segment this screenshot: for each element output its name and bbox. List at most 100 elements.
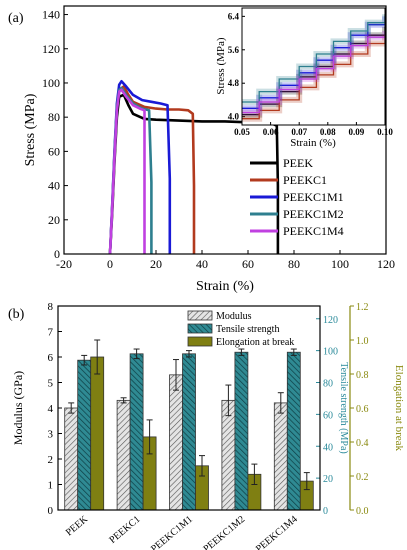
stress-strain-y-tick-label: 120: [42, 42, 60, 56]
legend-label-tensile: Tensile strength: [216, 324, 279, 335]
stress-strain-y-tick-label: 20: [48, 213, 60, 227]
stress-strain-x-tick-label: 40: [196, 257, 208, 271]
property-plot-frame: [57, 305, 321, 511]
inset-x-tick-label: 0.06: [263, 127, 279, 137]
inset-x-tick-label: 0.09: [349, 127, 365, 137]
legend-swatch-tensile: [187, 323, 213, 334]
elongation-tick-label: 0.8: [356, 370, 369, 381]
legend-label-peekc1m4: PEEKC1M4: [283, 224, 344, 238]
tensile-tick-label: 40: [323, 442, 333, 453]
modulus-tick-label: 8: [48, 301, 54, 313]
legend-label-peek: PEEK: [283, 156, 313, 170]
tensile-tick-label: 100: [323, 347, 338, 358]
category-label: PEEKC1M1: [149, 514, 195, 550]
modulus-tick-label: 0: [48, 505, 54, 517]
modulus-bar: [221, 399, 236, 511]
inset-curve-peekc1m2: [242, 14, 385, 103]
elongation-axis-label: Elongation at break: [393, 365, 405, 452]
inset-y-tick-label: 5.6: [228, 45, 240, 55]
stress-strain-x-tick-label: 120: [377, 257, 395, 271]
inset-y-label: Stress (MPa): [215, 37, 227, 94]
inset-y-tick-label: 4.8: [228, 78, 240, 88]
inset-x-label: Strain (%): [290, 137, 336, 149]
stress-strain-y-tick-label: 40: [48, 179, 60, 193]
stress-strain-x-tick-label: 100: [331, 257, 349, 271]
inset-x-tick-label: 0.05: [234, 127, 250, 137]
tensile-bar: [234, 351, 249, 511]
category-label: PEEKC1M4: [254, 514, 300, 550]
inset-x-tick-label: 0.10: [377, 127, 393, 137]
elongation-tick-label: 1.0: [356, 336, 369, 347]
elongation-tick-label: 0.0: [356, 506, 369, 517]
stress-strain-y-tick-label: 100: [42, 76, 60, 90]
stress-strain-legend: PEEK PEEKC1 PEEKC1M1 PEEKC1M2 PEEKC1M4: [250, 156, 344, 238]
panel-a-label: (a): [8, 11, 24, 26]
tensile-axis-label: Tensile strength (MPa): [338, 362, 349, 454]
modulus-tick-label: 7: [48, 327, 54, 339]
category-label: PEEK: [64, 513, 91, 538]
modulus-bar: [169, 374, 183, 511]
tensile-bar: [182, 353, 196, 511]
stress-strain-y-tick-label: 80: [48, 110, 60, 124]
tensile-tick-label: 120: [323, 315, 338, 326]
modulus-axis-label: Modulus (GPa): [11, 371, 25, 445]
modulus-bar: [273, 402, 288, 511]
tensile-tick-label: 0: [323, 506, 328, 517]
inset-curve-peekc1m4: [242, 31, 385, 114]
stress-strain-curve-peekc1m4: [108, 88, 146, 254]
modulus-tick-label: 6: [48, 352, 54, 364]
stress-strain-x-tick-label: -20: [56, 257, 72, 271]
legend-label-modulus: Modulus: [216, 311, 252, 322]
legend-label-peekc1m2: PEEKC1M2: [283, 207, 344, 221]
inset-x-tick-label: 0.08: [320, 127, 336, 137]
stress-strain-y-tick-label: 60: [48, 144, 60, 158]
modulus-tick-label: 3: [48, 429, 54, 441]
tensile-bar: [77, 359, 92, 511]
modulus-tick-label: 1: [48, 480, 54, 492]
property-category-labels: PEEK PEEKC1 PEEKC1M1 PEEKC1M2 PEEKC1M4: [64, 513, 300, 550]
tensile-tick-label: 80: [323, 379, 333, 390]
modulus-bar: [116, 399, 131, 511]
stress-strain-x-label: Strain (%): [196, 279, 254, 294]
modulus-tick-label: 4: [48, 403, 54, 415]
stress-strain-x-tick-label: 20: [150, 257, 162, 271]
elongation-tick-label: 0.4: [356, 438, 369, 449]
category-label: PEEKC1M2: [202, 514, 248, 550]
property-axis-ticks: 0123456780204060801001200.00.20.40.60.81…: [48, 301, 369, 517]
property-bar-chart: 0123456780204060801001200.00.20.40.60.81…: [11, 301, 405, 550]
tensile-tick-label: 20: [323, 474, 333, 485]
inset-x-tick-label: 0.07: [291, 127, 307, 137]
stress-strain-y-tick-label: 0: [54, 247, 60, 261]
tensile-bar: [129, 353, 144, 511]
panel-b-label: (b): [8, 307, 25, 322]
inset-curves: [242, 14, 385, 122]
inset-y-tick-label: 6.4: [228, 11, 240, 21]
inset-axis-ticks: 0.05 0.06 0.07 0.08 0.09 0.10 4.0 4.8 5.6 6.4: [228, 11, 394, 137]
legend-label-peekc1m1: PEEKC1M1: [283, 190, 344, 204]
modulus-tick-label: 5: [48, 378, 54, 390]
category-label: PEEKC1: [107, 514, 142, 546]
legend-swatch-elongation: [187, 336, 213, 347]
stress-strain-y-label: Stress (MPa): [23, 93, 38, 166]
legend-label-peekc1: PEEKC1: [283, 173, 327, 187]
property-bars: [64, 339, 314, 511]
elongation-tick-label: 1.2: [356, 302, 369, 313]
tensile-tick-label: 60: [323, 410, 333, 421]
modulus-bar: [64, 407, 79, 511]
inset-plot-frame: [241, 7, 386, 126]
legend-label-elongation: Elongation at break: [216, 337, 294, 348]
inset-y-tick-label: 4.0: [228, 112, 240, 122]
stress-strain-x-tick-label: 0: [107, 257, 113, 271]
property-legend: Modulus Tensile strength Elongation at bre…: [187, 310, 294, 348]
tensile-bar: [286, 351, 301, 511]
stress-strain-y-tick-label: 140: [42, 8, 60, 22]
elongation-tick-label: 0.6: [356, 404, 369, 415]
legend-swatch-modulus: [187, 310, 213, 321]
stress-strain-plot-frame: [63, 5, 387, 255]
elongation-tick-label: 0.2: [356, 472, 369, 483]
inset-chart: 0.05 0.06 0.07 0.08 0.09 0.10 4.0 4.8 5.6 6.4 Str…: [215, 7, 394, 149]
stress-strain-x-tick-label: 80: [288, 257, 300, 271]
